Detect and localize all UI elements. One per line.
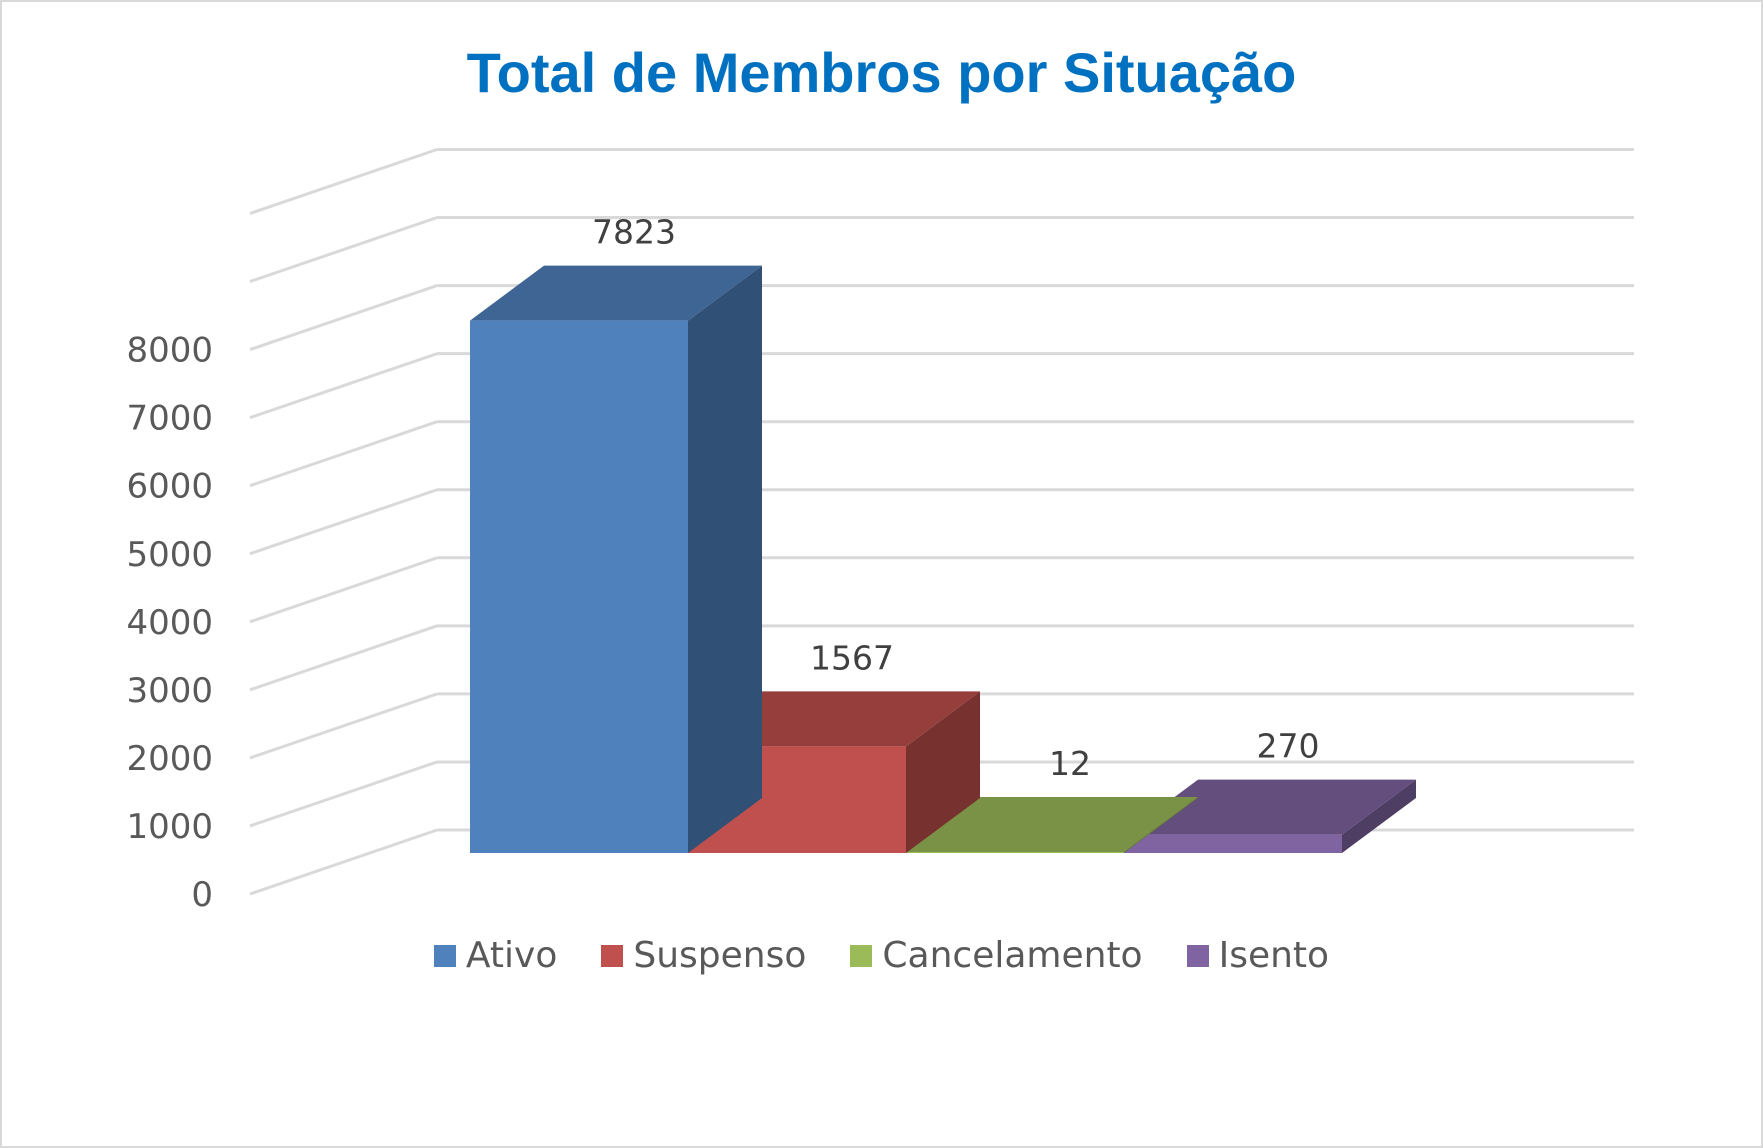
gridline-side xyxy=(249,216,438,283)
y-tick-label: 4000 xyxy=(126,603,213,643)
bar-side-face xyxy=(1342,779,1416,853)
chart-title: Total de Membros por Situação xyxy=(466,41,1297,104)
legend-item: Ativo xyxy=(433,935,558,976)
data-label: 7823 xyxy=(592,213,676,252)
data-label: 12 xyxy=(1049,744,1091,783)
legend-item: Suspenso xyxy=(601,935,806,976)
bar-ativo xyxy=(470,320,688,853)
legend-item: Cancelamento xyxy=(850,935,1143,976)
bar-top-face xyxy=(906,797,1198,852)
gridline-side xyxy=(249,556,438,624)
bar-top-face xyxy=(1124,779,1416,835)
y-tick-label: 6000 xyxy=(126,467,213,507)
legend-swatch xyxy=(850,944,873,967)
data-label: 1567 xyxy=(810,638,894,677)
y-tick-label: 7000 xyxy=(126,399,213,439)
y-tick-label: 3000 xyxy=(126,671,213,711)
bar-side-face xyxy=(906,691,980,853)
bar-isento xyxy=(1124,834,1342,853)
legend-item: Isento xyxy=(1186,935,1330,976)
y-tick-label: 1000 xyxy=(126,807,213,847)
legend-swatch xyxy=(1186,944,1209,967)
legend-label: Suspenso xyxy=(633,935,807,976)
bar-side-face xyxy=(688,265,762,853)
legend-label: Isento xyxy=(1218,935,1330,976)
y-tick-label: 8000 xyxy=(126,331,213,371)
bar-cancelamento xyxy=(906,852,1124,853)
gridline-side xyxy=(249,760,438,828)
y-tick-label: 2000 xyxy=(126,739,213,779)
data-label: 270 xyxy=(1257,727,1320,766)
legend-swatch xyxy=(433,944,456,967)
gridline-side xyxy=(249,692,438,760)
bar-side-face xyxy=(1124,797,1198,853)
gridline-side xyxy=(249,828,438,896)
bar-top-face xyxy=(470,265,762,321)
y-tick-label: 5000 xyxy=(126,535,213,575)
gridline-side xyxy=(249,420,438,488)
gridline-side xyxy=(249,352,438,420)
gridline-side xyxy=(249,488,438,556)
y-tick-label: 0 xyxy=(191,875,213,915)
legend-label: Cancelamento xyxy=(882,935,1143,976)
legend-swatch xyxy=(601,944,624,967)
chart-legend: Ativo Suspenso Cancelamento Isento xyxy=(0,935,1763,976)
gridline-side xyxy=(249,624,438,692)
gridline-side xyxy=(249,148,438,215)
legend-label: Ativo xyxy=(465,935,558,976)
gridline-side xyxy=(249,284,438,352)
